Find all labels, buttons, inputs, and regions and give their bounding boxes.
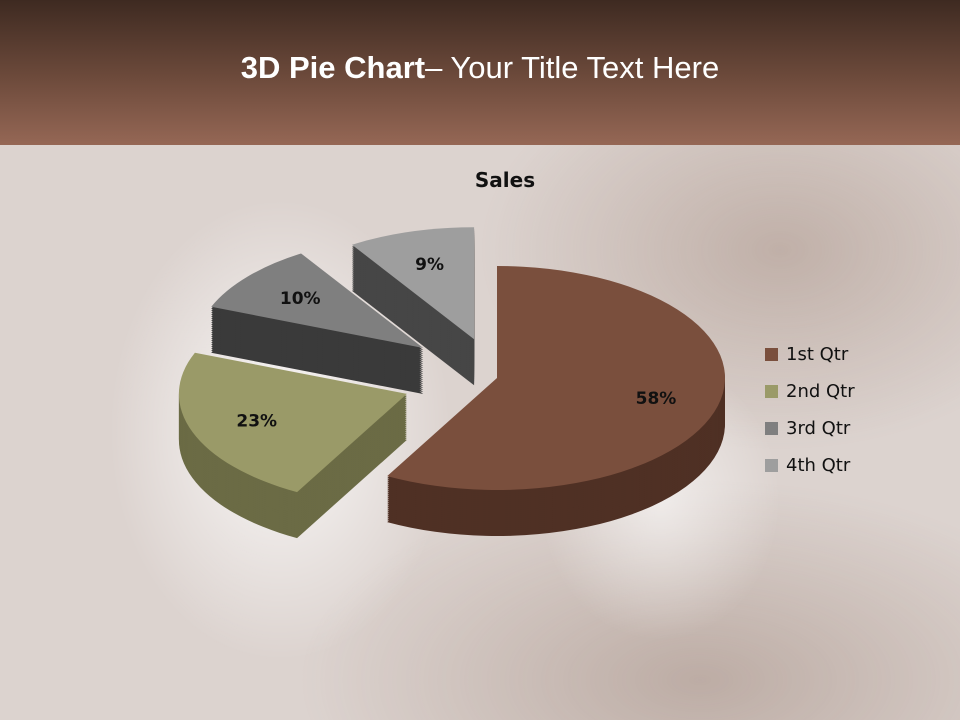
legend-item: 4th Qtr — [765, 447, 855, 484]
legend-swatch — [765, 459, 778, 472]
slice-top — [351, 227, 475, 340]
legend-label: 2nd Qtr — [786, 381, 855, 402]
legend-item: 2nd Qtr — [765, 373, 855, 410]
pie-slice-1 — [387, 266, 725, 536]
legend-swatch — [765, 385, 778, 398]
legend-label: 4th Qtr — [786, 455, 851, 476]
slide-title-bold: 3D Pie Chart — [240, 50, 426, 85]
legend-swatch — [765, 422, 778, 435]
data-label: 58% — [636, 389, 677, 409]
legend-label: 3rd Qtr — [786, 418, 851, 439]
legend-item: 1st Qtr — [765, 336, 855, 373]
data-label: 23% — [236, 411, 277, 431]
legend: 1st Qtr 2nd Qtr 3rd Qtr 4th Qtr — [765, 336, 855, 484]
slice-top — [211, 253, 424, 349]
pie-slice-2 — [178, 352, 407, 539]
title-bar — [0, 0, 960, 145]
legend-swatch — [765, 348, 778, 361]
data-label: 9% — [415, 255, 444, 275]
chart-title: Sales — [474, 168, 536, 192]
pie-slice-4 — [351, 227, 475, 386]
slide-title-rest: – Your Title Text Here — [425, 50, 720, 85]
slice-top — [178, 352, 407, 493]
slice-top — [387, 266, 725, 490]
pie-slice-3 — [211, 253, 424, 395]
legend-label: 1st Qtr — [786, 344, 849, 365]
data-label: 10% — [280, 289, 321, 309]
slide-title: 3D Pie Chart– Your Title Text Here — [0, 50, 960, 86]
legend-item: 3rd Qtr — [765, 410, 855, 447]
